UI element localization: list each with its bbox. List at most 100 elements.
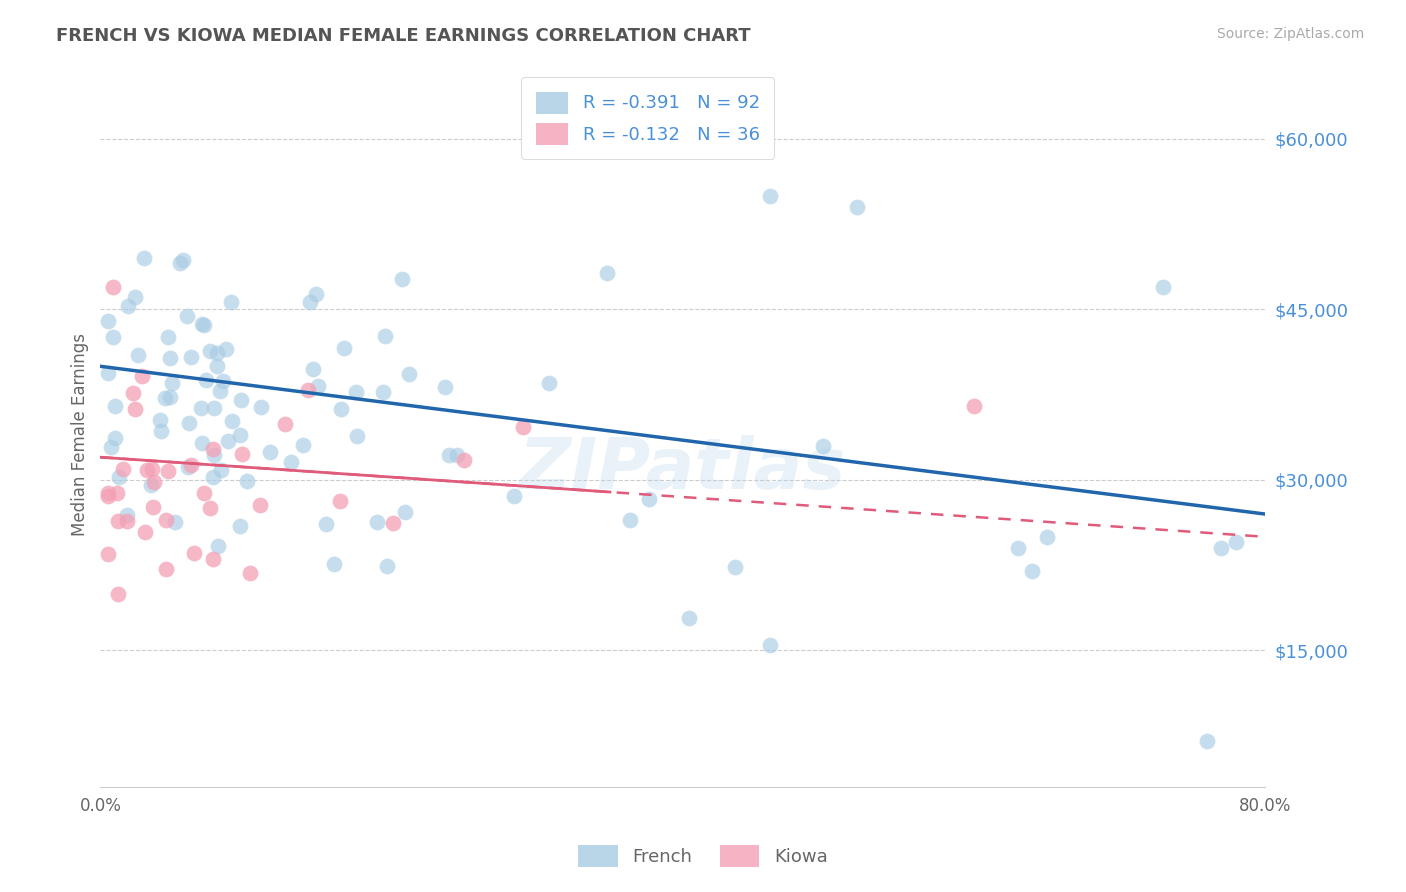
- Point: [122, 385, 145, 400]
- Point: [375, 559, 398, 574]
- Point: [150, 424, 173, 438]
- Point: [104, 399, 127, 413]
- Point: [381, 516, 404, 531]
- Point: [117, 299, 139, 313]
- Point: [201, 442, 224, 456]
- Point: [180, 458, 202, 473]
- Point: [131, 369, 153, 384]
- Point: [280, 455, 302, 469]
- Point: [205, 359, 228, 373]
- Point: [1225, 535, 1247, 549]
- Point: [209, 463, 232, 477]
- Point: [366, 515, 388, 529]
- Point: [115, 514, 138, 528]
- Point: [97, 548, 120, 562]
- Point: [221, 414, 243, 428]
- Point: [155, 512, 177, 526]
- Text: ZIPatlas: ZIPatlas: [519, 435, 846, 504]
- Point: [103, 330, 125, 344]
- Point: [846, 200, 869, 214]
- Point: [297, 383, 319, 397]
- Point: [205, 346, 228, 360]
- Point: [97, 366, 120, 380]
- Point: [193, 486, 215, 500]
- Point: [201, 470, 224, 484]
- Point: [332, 341, 354, 355]
- Point: [169, 255, 191, 269]
- Point: [180, 350, 202, 364]
- Point: [963, 399, 986, 413]
- Point: [159, 351, 181, 366]
- Point: [155, 561, 177, 575]
- Point: [346, 429, 368, 443]
- Point: [157, 464, 180, 478]
- Point: [142, 475, 165, 489]
- Y-axis label: Median Female Earnings: Median Female Earnings: [72, 333, 89, 536]
- Point: [127, 348, 149, 362]
- Point: [172, 253, 194, 268]
- Point: [239, 566, 262, 581]
- Point: [103, 279, 125, 293]
- Point: [446, 449, 468, 463]
- Point: [678, 611, 700, 625]
- Point: [139, 477, 162, 491]
- Point: [1035, 530, 1057, 544]
- Point: [193, 318, 215, 333]
- Point: [148, 413, 170, 427]
- Point: [433, 380, 456, 394]
- Point: [204, 448, 226, 462]
- Point: [177, 416, 200, 430]
- Point: [596, 265, 619, 279]
- Point: [391, 271, 413, 285]
- Point: [177, 460, 200, 475]
- Point: [107, 514, 129, 528]
- Point: [437, 448, 460, 462]
- Point: [250, 401, 273, 415]
- Point: [374, 329, 396, 343]
- Point: [194, 373, 217, 387]
- Point: [217, 434, 239, 449]
- Point: [153, 391, 176, 405]
- Point: [315, 516, 337, 531]
- Point: [259, 445, 281, 459]
- Point: [1211, 541, 1233, 556]
- Point: [97, 489, 120, 503]
- Point: [156, 330, 179, 344]
- Point: [292, 438, 315, 452]
- Point: [759, 189, 782, 203]
- Legend: French, Kiowa: French, Kiowa: [571, 838, 835, 874]
- Point: [229, 392, 252, 407]
- Point: [229, 428, 252, 442]
- Point: [202, 401, 225, 415]
- Text: Source: ZipAtlas.com: Source: ZipAtlas.com: [1216, 27, 1364, 41]
- Point: [191, 317, 214, 331]
- Point: [111, 462, 134, 476]
- Point: [176, 309, 198, 323]
- Point: [191, 436, 214, 450]
- Point: [298, 294, 321, 309]
- Point: [107, 586, 129, 600]
- Point: [136, 463, 159, 477]
- Point: [142, 500, 165, 514]
- Point: [231, 447, 253, 461]
- Point: [115, 508, 138, 522]
- Point: [512, 420, 534, 434]
- Point: [200, 501, 222, 516]
- Point: [107, 470, 129, 484]
- Point: [502, 489, 524, 503]
- Point: [208, 384, 231, 399]
- Point: [124, 290, 146, 304]
- Point: [100, 440, 122, 454]
- Point: [124, 401, 146, 416]
- Point: [235, 474, 257, 488]
- Point: [212, 374, 235, 388]
- Legend: R = -0.391   N = 92, R = -0.132   N = 36: R = -0.391 N = 92, R = -0.132 N = 36: [522, 77, 775, 159]
- Point: [141, 461, 163, 475]
- Point: [160, 376, 183, 391]
- Point: [619, 513, 641, 527]
- Point: [273, 417, 295, 431]
- Point: [103, 431, 125, 445]
- Point: [398, 368, 420, 382]
- Point: [759, 638, 782, 652]
- Point: [198, 343, 221, 358]
